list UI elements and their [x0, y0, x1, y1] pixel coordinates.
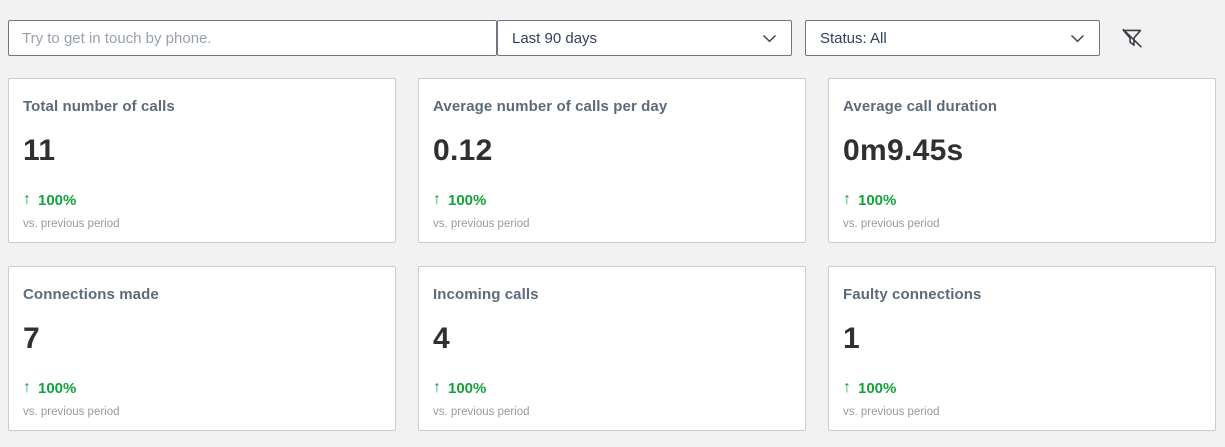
status-select[interactable]: Status: All: [805, 20, 1100, 56]
filters-bar: Last 90 days Status: All: [0, 0, 1225, 56]
stat-card-title: Average call duration: [843, 98, 998, 115]
stat-card-title: Connections made: [23, 286, 159, 303]
stat-card-total-calls: Total number of calls 11 ↑ 100% vs. prev…: [8, 78, 396, 243]
trend-percent: 100%: [858, 191, 897, 209]
date-range-value: Last 90 days: [512, 29, 598, 47]
trend-up-arrow-icon: ↑: [843, 191, 851, 208]
trend-percent: 100%: [858, 379, 897, 397]
stat-card-faulty-connections: Faulty connections 1 ↑ 100% vs. previous…: [828, 266, 1216, 431]
trend-caption: vs. previous period: [23, 218, 120, 230]
stat-card-trend: ↑ 100%: [433, 379, 791, 397]
trend-up-arrow-icon: ↑: [843, 379, 851, 396]
trend-up-arrow-icon: ↑: [433, 379, 441, 396]
stat-card-title: Average number of calls per day: [433, 98, 668, 115]
trend-up-arrow-icon: ↑: [23, 379, 31, 396]
trend-caption: vs. previous period: [433, 406, 530, 418]
stats-grid: Total number of calls 11 ↑ 100% vs. prev…: [8, 78, 1216, 431]
stat-card-trend: ↑ 100%: [843, 379, 1201, 397]
stat-card-value: 11: [23, 134, 56, 167]
stat-card-title: Incoming calls: [433, 286, 539, 303]
stat-card-title: Faulty connections: [843, 286, 982, 303]
stat-card-trend: ↑ 100%: [843, 191, 1201, 209]
stat-card-value: 1: [843, 322, 860, 355]
status-value: Status: All: [820, 29, 887, 47]
date-range-select[interactable]: Last 90 days: [497, 20, 792, 56]
clear-filters-button[interactable]: [1115, 21, 1149, 55]
stat-card-incoming-calls: Incoming calls 4 ↑ 100% vs. previous per…: [418, 266, 806, 431]
stat-card-avg-call-duration: Average call duration 0m9.45s ↑ 100% vs.…: [828, 78, 1216, 243]
trend-caption: vs. previous period: [433, 218, 530, 230]
trend-percent: 100%: [38, 379, 77, 397]
chevron-down-icon: [762, 34, 777, 42]
trend-up-arrow-icon: ↑: [23, 191, 31, 208]
stat-card-value: 0.12: [433, 134, 493, 167]
stat-card-value: 7: [23, 322, 40, 355]
stat-card-trend: ↑ 100%: [23, 191, 381, 209]
chevron-down-icon: [1070, 34, 1085, 42]
stat-card-title: Total number of calls: [23, 98, 175, 115]
stat-card-trend: ↑ 100%: [23, 379, 381, 397]
trend-percent: 100%: [448, 379, 487, 397]
trend-percent: 100%: [448, 191, 487, 209]
trend-up-arrow-icon: ↑: [433, 191, 441, 208]
stat-card-value: 0m9.45s: [843, 134, 964, 167]
trend-caption: vs. previous period: [843, 218, 940, 230]
trend-caption: vs. previous period: [23, 406, 120, 418]
stat-card-connections-made: Connections made 7 ↑ 100% vs. previous p…: [8, 266, 396, 431]
stat-card-avg-calls-per-day: Average number of calls per day 0.12 ↑ 1…: [418, 78, 806, 243]
trend-caption: vs. previous period: [843, 406, 940, 418]
stat-card-trend: ↑ 100%: [433, 191, 791, 209]
search-input[interactable]: [8, 20, 497, 56]
stat-card-value: 4: [433, 322, 450, 355]
trend-percent: 100%: [38, 191, 77, 209]
filter-off-icon: [1122, 28, 1142, 48]
